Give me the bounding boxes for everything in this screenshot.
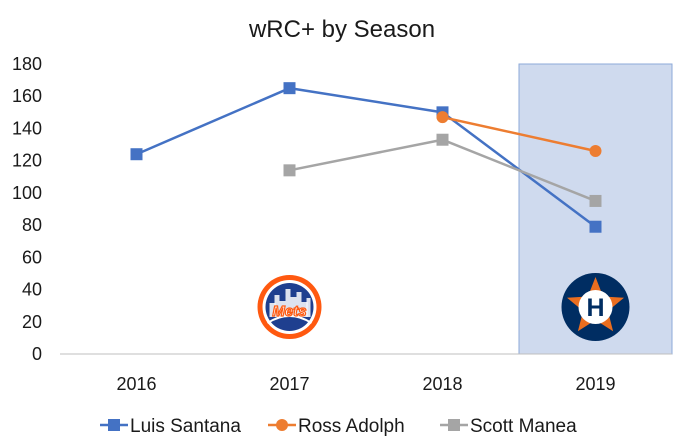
mets-logo-wordmark: Mets bbox=[272, 303, 306, 320]
data-point-scott-manea-2019 bbox=[589, 194, 602, 207]
data-point-luis-santana-2019 bbox=[589, 220, 602, 233]
astros-logo-center bbox=[578, 290, 613, 324]
chart-title: wRC+ by Season bbox=[248, 16, 435, 43]
legend-item-luis-santana: Luis Santana bbox=[100, 416, 241, 437]
y-tick-label-100: 100 bbox=[12, 183, 42, 203]
mets-skyline-building bbox=[285, 289, 291, 317]
data-point-luis-santana-2017 bbox=[283, 82, 296, 95]
mets-skyline-building bbox=[301, 302, 308, 317]
y-tick-label-140: 140 bbox=[12, 118, 42, 138]
mets-logo-icon: Mets bbox=[257, 275, 322, 339]
legend-marker-luis-santana bbox=[108, 419, 120, 431]
x-tick-label-2019: 2019 bbox=[575, 374, 615, 394]
mets-skyline-building bbox=[274, 295, 280, 317]
y-tick-label-160: 160 bbox=[12, 86, 42, 106]
legend-label-scott-manea: Scott Manea bbox=[470, 416, 577, 437]
x-tick-label-2017: 2017 bbox=[269, 374, 309, 394]
mets-skyline-building bbox=[296, 292, 302, 317]
legend-marker-scott-manea bbox=[448, 419, 460, 431]
y-tick-label-180: 180 bbox=[12, 54, 42, 74]
astros-logo-icon: H bbox=[561, 273, 630, 341]
mets-skyline-building bbox=[269, 303, 276, 317]
series-line-ross-adolph bbox=[442, 115, 596, 153]
data-point-luis-santana-2016 bbox=[130, 148, 143, 161]
legend-item-scott-manea: Scott Manea bbox=[440, 416, 577, 437]
y-tick-label-80: 80 bbox=[22, 215, 42, 235]
y-tick-label-20: 20 bbox=[22, 312, 42, 332]
y-tick-label-60: 60 bbox=[22, 247, 42, 267]
legend-label-ross-adolph: Ross Adolph bbox=[298, 416, 405, 437]
legend-item-ross-adolph: Ross Adolph bbox=[268, 416, 405, 437]
mets-skyline-building bbox=[279, 301, 286, 317]
data-point-scott-manea-2017 bbox=[283, 164, 296, 177]
astros-logo-letter: H bbox=[586, 294, 604, 322]
x-tick-label-2016: 2016 bbox=[116, 374, 156, 394]
legend-label-luis-santana: Luis Santana bbox=[130, 416, 241, 437]
mets-skyline-building bbox=[306, 298, 311, 317]
x-tick-label-2018: 2018 bbox=[422, 374, 462, 394]
y-tick-label-0: 0 bbox=[32, 344, 42, 364]
data-point-ross-adolph-2018 bbox=[436, 111, 449, 124]
data-point-ross-adolph-2019 bbox=[589, 145, 602, 157]
mets-skyline-building bbox=[290, 297, 297, 317]
y-tick-label-120: 120 bbox=[12, 151, 42, 171]
data-point-scott-manea-2018 bbox=[436, 133, 449, 146]
mets-bridge-arc bbox=[266, 315, 313, 324]
y-tick-label-40: 40 bbox=[22, 280, 42, 300]
legend-marker-ross-adolph bbox=[276, 419, 288, 431]
